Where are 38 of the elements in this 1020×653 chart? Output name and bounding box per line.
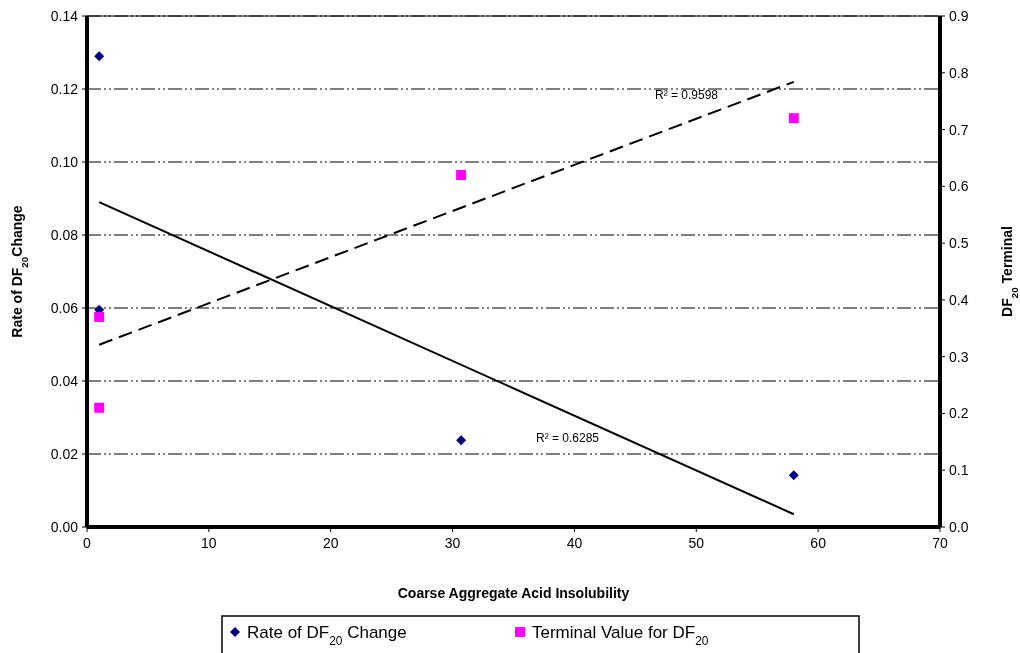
- x-tick-label: 50: [688, 535, 705, 551]
- y-tick-label: 0.14: [50, 8, 79, 24]
- legend-label: Terminal Value for DF$_{20}$: [532, 623, 709, 648]
- annotation: R² = 0.9598: [655, 88, 719, 102]
- point: [788, 470, 799, 481]
- point: [94, 402, 105, 413]
- y2-tick-label: 0.0: [949, 519, 969, 535]
- x-tick-label: 30: [444, 535, 461, 551]
- y-tick-label: 0.12: [50, 81, 79, 97]
- y2-tick-label: 0.1: [949, 462, 969, 479]
- point: [456, 435, 467, 446]
- y2-tick-label: 0.6: [949, 178, 969, 195]
- y2-tick-label: 0.5: [949, 235, 969, 252]
- y-tick-label: 0.02: [50, 446, 79, 462]
- y2-tick-label: 0.8: [949, 64, 969, 81]
- x-tick-label: 70: [932, 535, 948, 551]
- point: [94, 311, 105, 322]
- point: [94, 51, 105, 62]
- y-tick-label: 0.06: [50, 300, 79, 316]
- y-tick-label: 0.00: [50, 519, 79, 535]
- y2-tick-label: 0.2: [949, 405, 969, 422]
- y2-tick-label: 0.3: [949, 348, 969, 365]
- x-axis-title: Coarse Aggregate Acid Insolubility: [397, 585, 630, 601]
- point: [456, 169, 467, 180]
- legend-label: Rate of DF$_{20}$ Change: [247, 623, 407, 648]
- y-tick-label: 0.08: [50, 227, 79, 243]
- y-tick-label: 0.04: [50, 373, 79, 389]
- point: [788, 113, 799, 124]
- y-tick-label: 0.10: [50, 154, 79, 170]
- y2-tick-label: 0.4: [949, 291, 969, 308]
- annotation: R² = 0.6285: [536, 431, 600, 445]
- x-tick-label: 10: [201, 535, 217, 551]
- y2-tick-label: 0.9: [949, 8, 969, 24]
- x-tick-label: 60: [810, 535, 827, 551]
- x-tick-label: 20: [322, 535, 339, 551]
- y2-tick-label: 0.7: [949, 121, 969, 138]
- x-tick-label: 0: [83, 535, 92, 551]
- x-tick-label: 40: [566, 535, 583, 551]
